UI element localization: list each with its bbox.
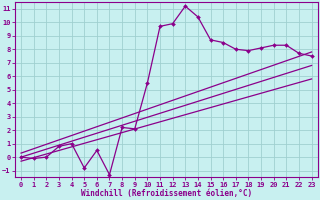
X-axis label: Windchill (Refroidissement éolien,°C): Windchill (Refroidissement éolien,°C) — [81, 189, 252, 198]
